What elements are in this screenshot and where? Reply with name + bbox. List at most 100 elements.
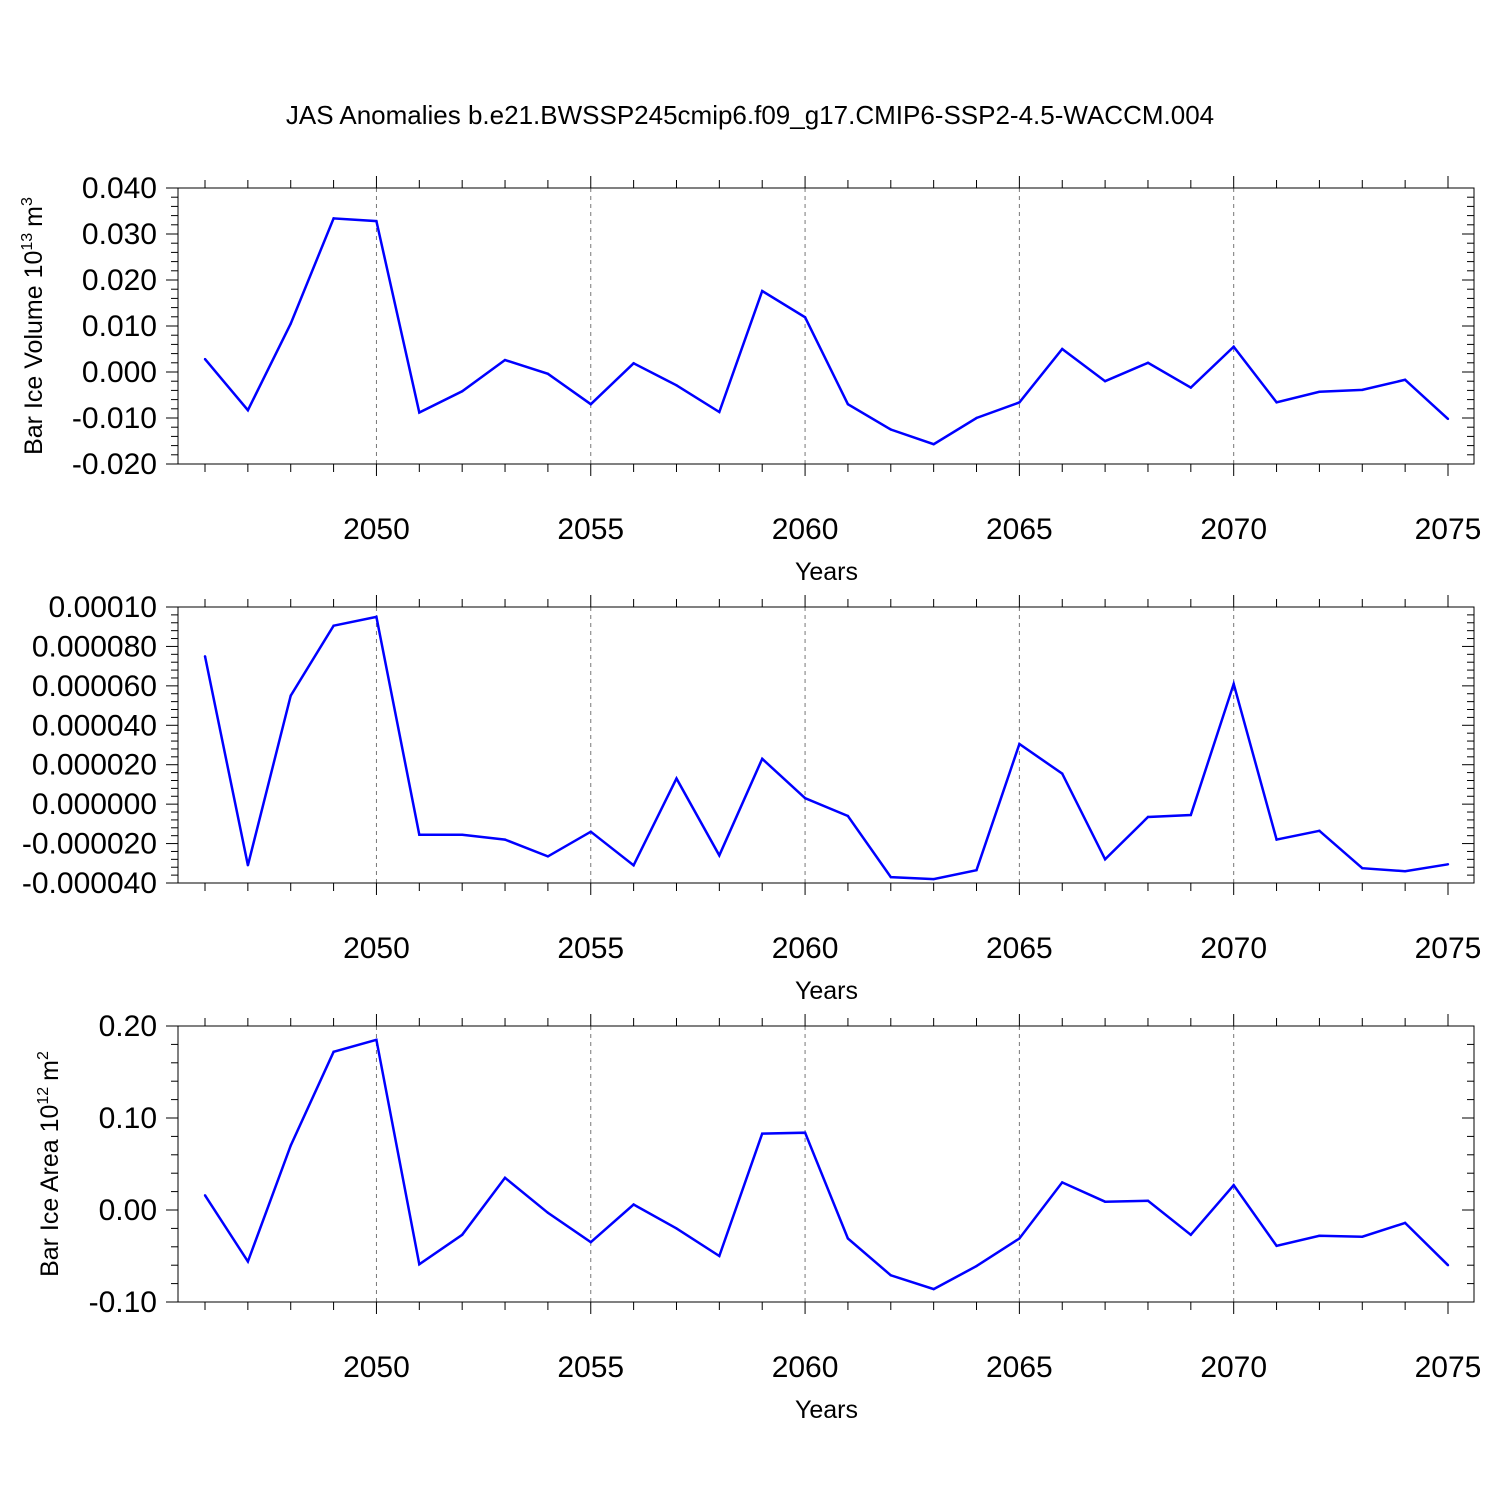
series-points [203, 217, 1450, 446]
x-tick-label: 2075 [1415, 932, 1482, 965]
data-point [761, 289, 764, 293]
data-point [418, 1263, 421, 1266]
series-line [203, 1038, 1449, 1291]
data-point [1318, 829, 1321, 832]
data-point [846, 403, 850, 406]
x-tick-label: 2055 [557, 513, 624, 546]
data-point [589, 830, 592, 833]
data-point [1018, 401, 1021, 404]
data-point [246, 864, 250, 867]
data-point [332, 624, 335, 627]
data-point [503, 358, 507, 362]
data-point [503, 1176, 507, 1180]
x-tick-label: 2055 [557, 1351, 624, 1384]
y-tick-label: -0.020 [72, 448, 157, 481]
data-point [761, 757, 764, 760]
plot-frame [177, 187, 1475, 465]
data-point [1446, 863, 1450, 866]
y-tick-label: 0.10 [99, 1102, 157, 1135]
y-axis-title-unit-exponent: 3 [19, 197, 36, 206]
x-axis-title: Years [795, 558, 858, 586]
panel-2: 0.00010 0.000080 0.000060 0.000040 0.000020 0… [22, 591, 1482, 1005]
y-axis-title-unit: m [36, 1060, 64, 1081]
x-tick-label: 2060 [772, 1351, 839, 1384]
x-tick-label: 2060 [772, 932, 839, 965]
y-tick-label: -0.010 [72, 402, 157, 435]
x-tick-label: 2070 [1200, 932, 1267, 965]
panel-1: 0.040 0.030 0.020 0.010 0.000 -0.010 -0.020 205… [19, 172, 1481, 586]
y-axis-title-text: Bar Ice Volume 10 [20, 251, 48, 455]
series-points [203, 615, 1450, 881]
data-point [1446, 1264, 1450, 1267]
data-point [1061, 347, 1064, 351]
y-tick-label: -0.000020 [22, 828, 157, 861]
data-point [846, 814, 850, 818]
data-point [975, 868, 978, 872]
data-point [632, 864, 635, 867]
y-axis-title-exponent: 13 [19, 233, 36, 251]
data-point [975, 1264, 978, 1268]
data-point [1189, 813, 1193, 817]
data-point [1146, 1199, 1150, 1203]
series-line [204, 217, 1449, 446]
data-point [718, 1254, 721, 1258]
y-tick-label: -0.000040 [22, 867, 157, 900]
data-point [460, 390, 464, 393]
x-tick-label: 2065 [986, 932, 1053, 965]
y-axis-title: Bar Ice Volume 1013 m3 [19, 197, 48, 455]
data-point [1232, 345, 1235, 348]
data-point [932, 877, 935, 881]
panel-3: 0.20 0.10 0.00 -0.10 2050 2055 2060 2065 2070 207… [35, 1010, 1481, 1424]
data-point [1361, 1235, 1364, 1238]
data-point [803, 1131, 807, 1134]
y-tick-label: 0.030 [82, 218, 157, 251]
y-tick-label: 0.000020 [32, 749, 157, 782]
y-tick-label: 0.20 [99, 1010, 157, 1043]
chart-title: JAS Anomalies b.e21.BWSSP245cmip6.f09_g1… [286, 100, 1214, 130]
data-point [1318, 1234, 1321, 1237]
data-point [289, 694, 292, 697]
data-point [418, 411, 421, 414]
x-ticks [204, 595, 1449, 895]
y-axis-title-unit: m [20, 206, 48, 227]
data-point [1361, 388, 1364, 392]
data-point [1275, 838, 1278, 841]
x-axis-title: Years [795, 1396, 858, 1424]
y-tick-label: 0.00 [99, 1194, 157, 1227]
x-tick-label: 2070 [1200, 1351, 1267, 1384]
data-point [1232, 1183, 1235, 1187]
plot-frame [177, 1025, 1475, 1303]
data-point [675, 1227, 678, 1230]
data-point [1103, 1200, 1107, 1203]
data-point [718, 410, 721, 414]
data-point [546, 1211, 550, 1214]
data-point [289, 322, 292, 325]
x-tick-label: 2070 [1200, 513, 1267, 546]
data-point [1061, 772, 1064, 775]
data-point [1189, 386, 1193, 389]
data-point [546, 855, 550, 858]
data-point [375, 219, 378, 223]
x-tick-label: 2065 [986, 513, 1053, 546]
data-point [632, 1203, 635, 1206]
data-point [375, 1038, 378, 1042]
y-ticks [166, 187, 1474, 465]
y-axis-title: Bar Ice Area 1012 m2 [35, 1051, 64, 1277]
data-point [332, 217, 335, 220]
data-point [1018, 742, 1021, 746]
data-point [975, 416, 978, 420]
data-point [1403, 1221, 1407, 1225]
data-point [289, 1144, 292, 1147]
y-tick-label: 0.000 [82, 356, 157, 389]
y-ticks [166, 606, 1474, 884]
x-tick-label: 2050 [343, 932, 410, 965]
data-point [1318, 390, 1321, 393]
y-tick-label: 0.000060 [32, 670, 157, 703]
x-tick-label: 2060 [772, 513, 839, 546]
data-point [418, 833, 421, 836]
data-point [1146, 361, 1150, 364]
data-point [546, 372, 550, 376]
data-point [932, 443, 935, 446]
x-tick-label: 2065 [986, 1351, 1053, 1384]
data-point [460, 833, 464, 836]
